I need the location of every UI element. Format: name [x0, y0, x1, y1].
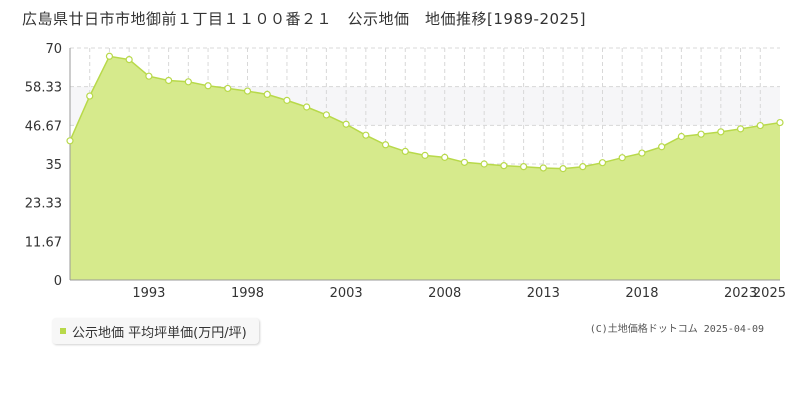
data-point	[362, 131, 370, 139]
data-point	[263, 90, 271, 99]
data-point	[401, 147, 409, 156]
axes: 0 11.67 23.33 35 46.67 58.33 70 1993 1998 2003 200…	[25, 42, 786, 301]
y-tick-label: 35	[45, 158, 62, 173]
data-point	[756, 121, 764, 130]
y-tick-label: 70	[45, 42, 62, 57]
legend: 公示地価 平均坪単価(万円/坪)	[52, 318, 259, 344]
y-tick-label: 0	[54, 274, 62, 289]
data-point	[342, 120, 350, 128]
data-point	[717, 128, 725, 136]
y-tick-label: 58.33	[25, 81, 62, 96]
y-tick-label: 23.33	[25, 197, 62, 212]
data-point	[125, 55, 133, 64]
data-point	[381, 141, 390, 149]
data-point	[520, 163, 528, 171]
x-tick-label: 2018	[625, 286, 658, 301]
area-fill	[70, 56, 780, 280]
x-tick-label: 2013	[527, 286, 560, 301]
data-point	[539, 164, 547, 172]
x-tick-label: 1998	[231, 286, 264, 301]
data-point	[776, 118, 784, 127]
legend-label: 公示地価 平均坪単価(万円/坪)	[72, 325, 247, 341]
data-point	[224, 84, 232, 93]
data-point	[579, 163, 587, 171]
data-point	[480, 160, 488, 168]
x-tick-label: 2003	[330, 286, 363, 301]
chart-title: 広島県廿日市市地御前１丁目１１００番２１ 公示地価 地価推移[1989-2025…	[22, 10, 586, 28]
data-point	[460, 158, 469, 166]
data-point	[697, 130, 705, 138]
data-point	[165, 76, 173, 85]
data-point	[283, 96, 291, 104]
data-point	[638, 149, 646, 157]
data-point	[303, 103, 311, 111]
x-tick-label: 2023	[724, 286, 757, 301]
data-point	[658, 143, 666, 151]
data-point	[105, 52, 114, 60]
data-point	[618, 154, 626, 162]
data-point	[322, 111, 330, 119]
data-point	[441, 153, 449, 161]
data-point	[243, 87, 252, 95]
x-tick-label: 2025	[753, 286, 786, 301]
data-point	[500, 162, 508, 170]
data-point	[421, 151, 429, 159]
data-point	[677, 132, 685, 141]
x-tick-label: 1993	[132, 286, 165, 301]
data-point	[66, 137, 74, 145]
copyright-text: (C)土地価格ドットコム 2025-04-09	[589, 324, 764, 335]
y-tick-label: 46.67	[25, 119, 62, 134]
data-point	[559, 165, 567, 173]
data-point	[204, 82, 212, 90]
data-point	[736, 125, 745, 133]
data-point	[145, 72, 153, 80]
data-point	[86, 92, 94, 100]
data-point	[184, 78, 192, 86]
data-point	[598, 159, 607, 167]
markers	[66, 52, 784, 173]
legend-swatch	[60, 328, 66, 334]
x-tick-label: 2008	[428, 286, 461, 301]
y-tick-label: 11.67	[25, 235, 62, 250]
